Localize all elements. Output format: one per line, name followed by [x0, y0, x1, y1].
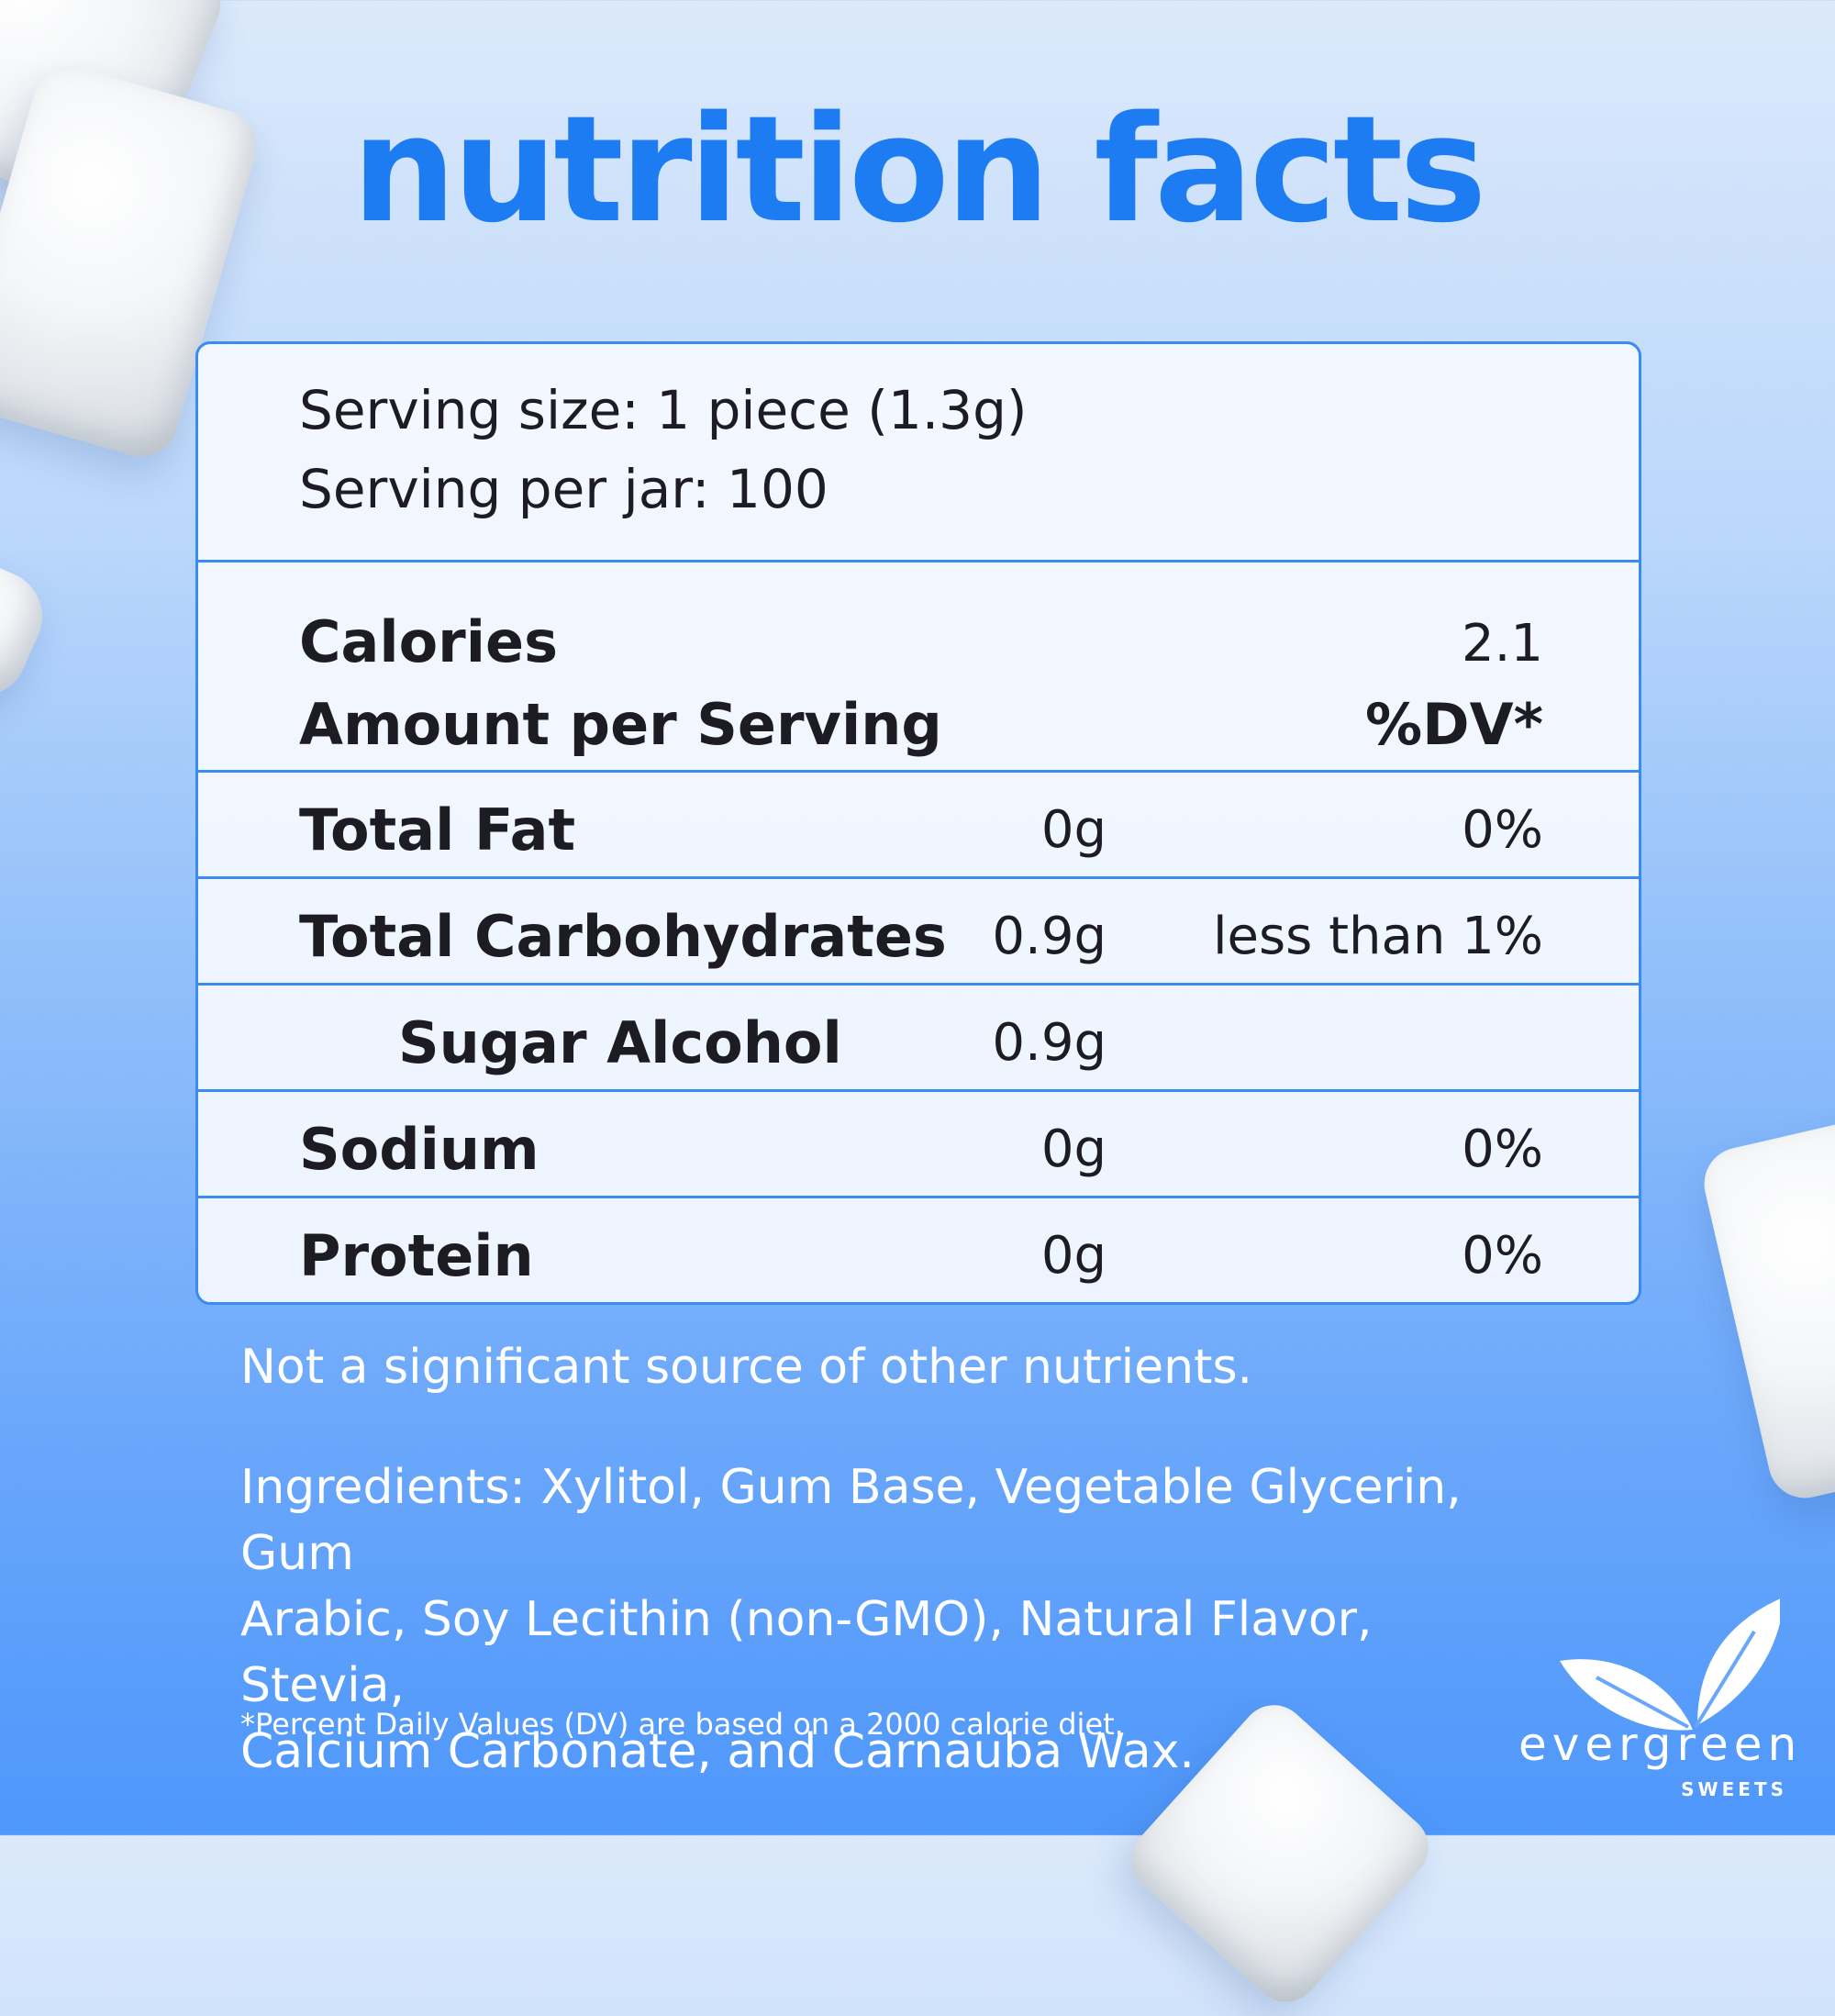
nutrient-amount: 0g — [1040, 1226, 1107, 1286]
leaf-icon — [1560, 1598, 1780, 1731]
serving-size: Serving size: 1 piece (1.3g) — [299, 379, 1028, 441]
ingredients-line: Calcium Carbonate, and Carnauba Wax. — [240, 1724, 1195, 1779]
page-title: nutrition facts — [351, 84, 1486, 255]
nutrient-amount: 0g — [1040, 1119, 1107, 1179]
gum-piece-image — [1696, 1100, 1835, 1506]
amount-per-serving-label: Amount per Serving — [299, 691, 942, 758]
brand-logo: evergreen SWEETS — [1505, 1597, 1807, 1808]
nutrient-row: Total Carbohydrates 0.9g less than 1% — [198, 879, 1639, 986]
brand-subtitle: SWEETS — [1681, 1778, 1787, 1800]
significance-note: Not a significant source of other nutrie… — [240, 1340, 1253, 1395]
nutrient-dv: 0% — [1462, 800, 1543, 860]
nutrient-row: Protein 0g 0% — [198, 1198, 1639, 1302]
ingredients-line: Ingredients: Xylitol, Gum Base, Vegetabl… — [240, 1460, 1462, 1581]
nutrient-name: Total Carbohydrates — [299, 903, 947, 970]
calories-label: Calories — [299, 608, 558, 675]
nutrient-row: Sodium 0g 0% — [198, 1092, 1639, 1198]
ingredients-line: Arabic, Soy Lecithin (non-GMO), Natural … — [240, 1592, 1373, 1713]
nutrient-name: Sodium — [299, 1116, 539, 1183]
nutrition-panel: Serving size: 1 piece (1.3g) Serving per… — [195, 341, 1641, 1305]
serving-section: Serving size: 1 piece (1.3g) Serving per… — [198, 344, 1639, 562]
nutrient-name: Total Fat — [299, 796, 576, 863]
ingredients-text: Ingredients: Xylitol, Gum Base, Vegetabl… — [240, 1454, 1507, 1785]
servings-per-jar: Serving per jar: 100 — [299, 458, 829, 520]
gum-piece-image — [0, 537, 57, 711]
nutrient-dv: 0% — [1462, 1119, 1543, 1179]
nutrient-name: Protein — [299, 1222, 534, 1289]
brand-name: evergreen — [1518, 1718, 1803, 1771]
dv-header: %DV* — [1365, 691, 1543, 758]
calories-value: 2.1 — [1461, 614, 1543, 674]
nutrient-row: Sugar Alcohol 0.9g — [198, 986, 1639, 1092]
calories-section: Calories 2.1 Amount per Serving %DV* — [198, 562, 1639, 773]
nutrient-name: Sugar Alcohol — [398, 1009, 842, 1076]
nutrient-amount: 0g — [1040, 800, 1107, 860]
nutrient-dv: 0% — [1462, 1226, 1543, 1286]
nutrient-amount: 0.9g — [992, 1013, 1107, 1073]
dv-footnote: *Percent Daily Values (DV) are based on … — [240, 1707, 1124, 1742]
nutrient-amount: 0.9g — [992, 907, 1107, 966]
nutrient-dv: less than 1% — [1212, 907, 1543, 966]
nutrient-row: Total Fat 0g 0% — [198, 773, 1639, 879]
